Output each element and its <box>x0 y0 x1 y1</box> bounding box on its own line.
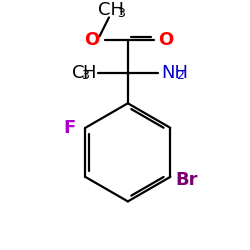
Text: O: O <box>158 31 173 49</box>
Text: 3: 3 <box>117 7 125 20</box>
Text: H: H <box>82 64 96 82</box>
Text: CH: CH <box>98 1 124 19</box>
Text: O: O <box>84 31 100 49</box>
Text: 3: 3 <box>81 70 89 82</box>
Text: 2: 2 <box>176 70 184 82</box>
Text: Br: Br <box>175 171 198 189</box>
Text: F: F <box>64 119 76 137</box>
Text: NH: NH <box>161 64 188 82</box>
Text: C: C <box>72 64 85 82</box>
